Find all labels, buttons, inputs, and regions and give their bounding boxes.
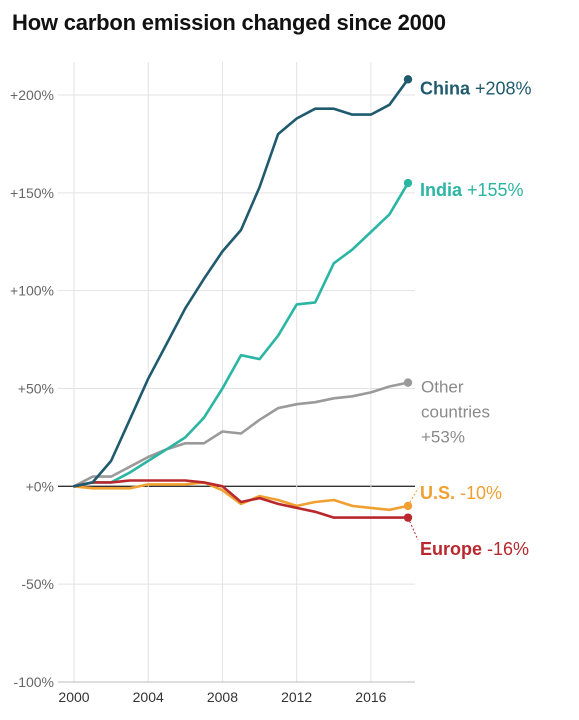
series-label-europe: Europe -16% [420, 539, 529, 559]
series-label-china: China +208% [420, 78, 532, 98]
y-tick-labels: +200% +150% +100% +50% +0% -50% -100% [10, 87, 54, 690]
series-label-u-s: U.S. -10% [420, 483, 502, 503]
series-labels: China +208% India +155% U.S. -10% Europe -1… [407, 78, 532, 559]
leader-line-europe [407, 517, 419, 541]
leader-line-us [407, 487, 419, 507]
series-end-point-other-countries [403, 378, 413, 387]
chart-title: How carbon emission changed since 2000 [12, 10, 446, 35]
series-line-u-s [72, 481, 410, 512]
series-end-point-india [403, 178, 413, 188]
series-label-other-countries-line: Other [421, 378, 464, 397]
y-tick-label: -50% [21, 576, 54, 592]
grid-lines [58, 62, 415, 683]
x-tick-labels: 2000 2004 2008 2012 2016 [58, 689, 386, 705]
y-tick-label: +0% [26, 478, 54, 494]
series-label-other-countries-line: countries [421, 403, 490, 422]
series-label-india: India +155% [420, 180, 524, 200]
series-label-other-countries-line: +53% [421, 428, 465, 447]
series-line-other-countries [72, 381, 410, 488]
x-tick-label: 2000 [58, 689, 89, 705]
series-end-point-china [403, 75, 413, 84]
y-tick-label: +100% [10, 283, 54, 299]
x-tick-label: 2008 [207, 689, 238, 705]
y-tick-label: -100% [14, 674, 54, 690]
series-line-europe [72, 479, 410, 519]
y-tick-label: +50% [18, 381, 54, 397]
y-tick-label: +200% [10, 87, 54, 103]
series-line-india [72, 181, 410, 488]
y-tick-label: +150% [10, 185, 54, 201]
x-tick-label: 2004 [133, 689, 164, 705]
series-lines [72, 75, 413, 522]
x-tick-label: 2012 [281, 689, 312, 705]
x-tick-label: 2016 [355, 689, 386, 705]
series-line-china [72, 78, 410, 488]
